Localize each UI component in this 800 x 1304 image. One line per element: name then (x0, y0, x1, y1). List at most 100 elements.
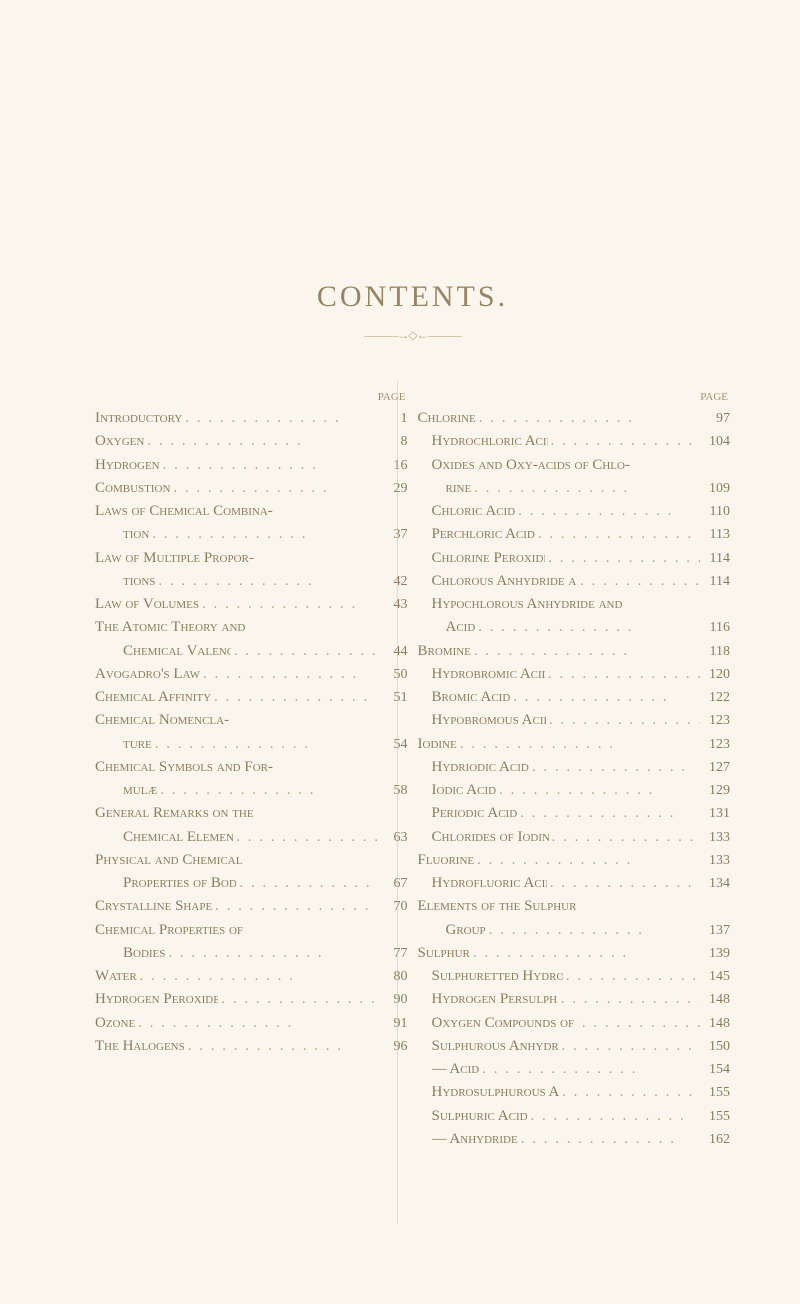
entry-page-number: 162 (700, 1129, 730, 1151)
entry-leaders: . . . . . . . . . . . . . . (199, 593, 378, 616)
toc-columns: PAGE Introductory . . . . . . . . . . . … (95, 391, 730, 1151)
entry-leaders: . . . . . . . . . . . . . . (200, 663, 377, 686)
toc-entry: Ozone . . . . . . . . . . . . . .91 (95, 1012, 408, 1035)
entry-page-number: 110 (700, 501, 730, 523)
entry-label: rine (446, 477, 472, 500)
entry-page-number: 139 (700, 943, 730, 965)
toc-entry: Chloric Acid . . . . . . . . . . . . . .… (418, 500, 731, 523)
entry-label: Sulphuretted Hydrogen (432, 965, 563, 988)
entry-leaders: . . . . . . . . . . . . . . (510, 686, 700, 709)
entry-label: Oxygen Compounds of Sulphur (432, 1012, 579, 1035)
entry-label: Avogadro's Law (95, 663, 200, 686)
entry-label: Hydriodic Acid (432, 756, 529, 779)
entry-page-number: 90 (378, 989, 408, 1011)
toc-entry: Laws of Chemical Combina- (95, 500, 408, 523)
toc-entry: Bodies . . . . . . . . . . . . . .77 (95, 942, 408, 965)
toc-entry: Iodic Acid . . . . . . . . . . . . . .12… (418, 779, 731, 802)
page-header-right: PAGE (418, 391, 731, 403)
toc-entry: Hydrosulphurous Acid . . . . . . . . . .… (418, 1081, 731, 1104)
toc-entry: Chemical Properties of (95, 919, 408, 942)
entry-label: Sulphurous Anhydride (432, 1035, 559, 1058)
toc-entry: Sulphuric Acid . . . . . . . . . . . . .… (418, 1105, 731, 1128)
toc-entry: Chlorous Anhydride and Acid . . . . . . … (418, 570, 731, 593)
entry-page-number: 67 (378, 873, 408, 895)
entry-label: Iodic Acid (432, 779, 497, 802)
entry-leaders: . . . . . . . . . . . . . . (479, 1058, 700, 1081)
entry-label: Chemical Nomencla- (95, 709, 229, 732)
entry-label: Chemical Properties of (95, 919, 243, 942)
toc-entry: Periodic Acid . . . . . . . . . . . . . … (418, 802, 731, 825)
entry-leaders: . . . . . . . . . . . . . . (160, 454, 378, 477)
entry-label: Fluorine (418, 849, 475, 872)
toc-entry: Chlorine Peroxide . . . . . . . . . . . … (418, 547, 731, 570)
entry-page-number: 70 (378, 896, 408, 918)
entry-page-number: 116 (700, 617, 730, 639)
toc-entry: Hydriodic Acid . . . . . . . . . . . . .… (418, 756, 731, 779)
entry-page-number: 150 (700, 1036, 730, 1058)
entry-page-number: 122 (700, 687, 730, 709)
toc-entry: Bromine . . . . . . . . . . . . . .118 (418, 640, 731, 663)
entry-leaders: . . . . . . . . . . . . . . (545, 547, 700, 570)
toc-entry: Combustion . . . . . . . . . . . . . .29 (95, 477, 408, 500)
entry-label: Ozone (95, 1012, 135, 1035)
toc-entry: Sulphur . . . . . . . . . . . . . .139 (418, 942, 731, 965)
toc-entry: Chemical Elements . . . . . . . . . . . … (95, 826, 408, 849)
toc-entry: Chlorine . . . . . . . . . . . . . .97 (418, 407, 731, 430)
entry-page-number: 104 (700, 431, 730, 453)
toc-entry: Chemical Nomencla- (95, 709, 408, 732)
entry-leaders: . . . . . . . . . . . . . . (548, 430, 700, 453)
entry-label: tion (123, 523, 149, 546)
entry-leaders: . . . . . . . . . . . . . . (559, 1035, 700, 1058)
entry-leaders: . . . . . . . . . . . . . . (233, 826, 377, 849)
toc-entry: tion . . . . . . . . . . . . . .37 (95, 523, 408, 546)
column-separator (397, 380, 398, 1224)
entry-leaders: . . . . . . . . . . . . . . (185, 1035, 378, 1058)
toc-entry: General Remarks on the (95, 802, 408, 825)
entry-leaders: . . . . . . . . . . . . . . (558, 988, 700, 1011)
entry-leaders: . . . . . . . . . . . . . . (471, 477, 700, 500)
entry-label: Hydrochloric Acid (432, 430, 548, 453)
entry-leaders: . . . . . . . . . . . . . . (470, 942, 700, 965)
entry-page-number: 120 (700, 664, 730, 686)
entry-leaders: . . . . . . . . . . . . . . (231, 640, 378, 663)
toc-entry: rine . . . . . . . . . . . . . .109 (418, 477, 731, 500)
entry-leaders: . . . . . . . . . . . . . . (182, 407, 377, 430)
entry-page-number: 16 (378, 455, 408, 477)
entry-leaders: . . . . . . . . . . . . . . (155, 570, 377, 593)
entry-leaders: . . . . . . . . . . . . . . (474, 849, 700, 872)
toc-entry: Properties of Bodies . . . . . . . . . .… (95, 872, 408, 895)
entry-label: Perchloric Acid (432, 523, 535, 546)
entry-label: Periodic Acid (432, 802, 518, 825)
entry-page-number: 137 (700, 920, 730, 942)
entry-label: Introductory (95, 407, 182, 430)
entry-page-number: 123 (700, 710, 730, 732)
entry-leaders: . . . . . . . . . . . . . . (518, 1128, 700, 1151)
entry-page-number: 42 (378, 571, 408, 593)
toc-entry: Sulphuretted Hydrogen . . . . . . . . . … (418, 965, 731, 988)
toc-entry: Hydrogen Peroxide . . . . . . . . . . . … (95, 988, 408, 1011)
entry-label: Chloric Acid (432, 500, 516, 523)
entry-leaders: . . . . . . . . . . . . . . (211, 686, 377, 709)
entry-label: Group (446, 919, 486, 942)
toc-entry: Physical and Chemical (95, 849, 408, 872)
entry-label: Bromine (418, 640, 471, 663)
entry-page-number: 154 (700, 1059, 730, 1081)
left-column: PAGE Introductory . . . . . . . . . . . … (95, 391, 408, 1151)
entry-leaders: . . . . . . . . . . . . . . (579, 1012, 700, 1035)
entry-label: Iodine (418, 733, 457, 756)
entry-leaders: . . . . . . . . . . . . . . (528, 1105, 700, 1128)
toc-entry: Oxides and Oxy-acids of Chlo- (418, 454, 731, 477)
entry-leaders: . . . . . . . . . . . . . . (157, 779, 377, 802)
entry-page-number: 80 (378, 966, 408, 988)
entry-leaders: . . . . . . . . . . . . . . (549, 826, 700, 849)
entry-leaders: . . . . . . . . . . . . . . (577, 570, 700, 593)
toc-entry: Hypobromous Acid . . . . . . . . . . . .… (418, 709, 731, 732)
entry-label: Chemical Symbols and For- (95, 756, 273, 779)
entry-leaders: . . . . . . . . . . . . . . (218, 988, 377, 1011)
entry-label: Hydrogen (95, 454, 160, 477)
entry-label: Oxides and Oxy-acids of Chlo- (432, 454, 630, 477)
entry-leaders: . . . . . . . . . . . . . . (529, 756, 700, 779)
entry-page-number: 133 (700, 827, 730, 849)
entry-label: Law of Multiple Propor- (95, 547, 254, 570)
entry-label: Physical and Chemical (95, 849, 242, 872)
